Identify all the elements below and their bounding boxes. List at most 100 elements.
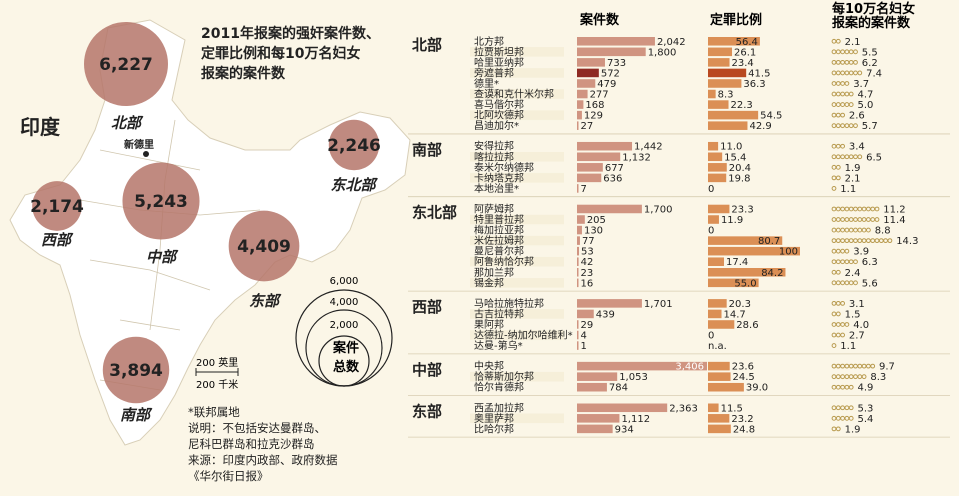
cases-bar-1-4 [577,184,579,193]
rate-label-4-0: 9.7 [879,362,895,373]
region-total-1: 2,246 [327,136,381,156]
conviction-bar-4-2 [708,382,744,392]
rate-icon-2-3-6 [857,238,863,244]
conviction-label-4-2: 39.0 [746,383,768,394]
rate-icon-2-7-4 [848,280,854,286]
rate-icon-4-1-7 [861,374,867,380]
rate-icon-0-1-2 [840,49,846,55]
rate-icon-3-4-0 [831,343,837,348]
cases-label-0-5: 277 [590,90,609,101]
conviction-bar-2-7 [708,278,759,288]
conviction-label-5-0: 11.5 [721,403,743,414]
rate-icon-2-6-1 [835,269,841,275]
rate-icon-0-3-5 [853,70,858,76]
region-total-5: 3,894 [109,361,163,381]
rate-icon-0-2-5 [853,59,858,65]
rate-icon-5-1-0 [831,415,837,421]
conviction-bar-0-1 [708,47,733,57]
conviction-label-0-0: 56.4 [736,37,758,48]
conviction-label-0-3: 41.5 [748,68,770,79]
region-name-5: 南部 [120,406,153,424]
rate-icon-1-4-0 [831,186,837,191]
capital-label: 新德里 [124,138,154,151]
row-bg-0-6 [470,99,564,110]
rate-icon-0-1-0 [831,49,837,55]
cases-label-3-3: 4 [581,331,587,342]
rate-icon-1-1-4 [848,154,854,160]
row-bg-4-1 [470,371,564,382]
row-bg-5-2 [470,424,564,434]
conviction-bar-5-1 [708,414,730,423]
rate-icon-2-3-5 [853,238,858,244]
rate-icon-3-2-2 [840,322,846,327]
rate-icon-0-3-1 [835,70,841,76]
state-name-0-7: 北阿坎德邦 [474,109,524,122]
conviction-bar-0-5 [708,89,716,99]
rate-icon-1-1-5 [853,154,858,160]
rate-icon-2-5-0 [831,259,837,265]
conviction-label-4-1: 24.5 [733,372,755,383]
rate-icon-0-3-4 [848,70,854,76]
rate-label-2-5: 6.3 [862,257,878,268]
state-name-0-1: 拉贾斯坦邦 [474,45,524,58]
state-name-5-2: 比哈尔邦 [474,422,514,435]
row-bg-0-2 [470,57,564,68]
state-name-1-2: 泰米尔纳德邦 [474,161,534,174]
row-bg-1-2 [470,162,564,173]
cases-label-4-0: 3,406 [675,362,704,373]
rate-icon-5-0-3 [844,405,850,411]
rate-icon-2-1-7 [861,217,867,222]
rate-icon-2-2-6 [857,227,863,233]
cases-label-2-4: 53 [581,247,594,258]
state-name-0-0: 北方邦 [474,35,504,48]
rate-label-3-1: 1.5 [845,309,861,320]
rate-icon-5-1-1 [835,415,841,421]
rate-icon-0-2-1 [835,59,841,65]
rate-icon-2-2-1 [835,227,841,233]
rate-icon-0-6-0 [831,102,837,107]
conviction-label-5-1: 23.2 [731,414,753,425]
row-bg-3-1 [470,309,564,319]
rate-icon-5-0-0 [831,405,837,411]
conviction-label-2-6: 84.2 [761,268,783,279]
rate-label-0-0: 2.1 [845,37,861,48]
cases-label-4-1: 1,053 [619,372,648,383]
cases-bar-0-2 [577,58,605,67]
rate-icon-0-3-6 [857,70,863,76]
rate-icon-2-1-9 [870,217,876,222]
conviction-label-3-3: 0 [708,331,714,342]
cases-label-2-2: 130 [584,226,603,237]
header-conviction: 定罪比例 [709,12,762,28]
cases-bar-1-2 [577,163,603,172]
rate-icon-4-0-9 [870,363,876,369]
rate-icon-2-0-10 [874,206,880,212]
rate-icon-2-0-0 [831,206,837,212]
region-total-0: 6,227 [99,55,153,75]
rate-label-0-4: 3.7 [853,79,869,90]
row-bg-3-4 [470,340,564,351]
title-line-3: 报案的案件数 [201,66,285,82]
state-name-0-3: 旁遮普邦 [474,66,514,79]
rate-icon-3-3-1 [835,332,841,338]
rate-icon-2-1-2 [840,217,846,222]
rate-icon-4-2-3 [844,384,850,390]
conviction-bar-5-0 [708,403,719,413]
rate-icon-0-6-4 [848,102,854,107]
rate-label-0-2: 6.2 [862,58,878,69]
state-table-chart: 案件数 定罪比例 每10万名妇女 报案的案件数 北方邦 2,042 56.4 2.1 拉… [408,1,950,438]
state-name-2-3: 米佐拉姆邦 [474,234,524,247]
rate-label-1-2: 1.9 [845,163,861,174]
conviction-label-0-7: 54.5 [760,111,782,122]
rate-icon-3-2-0 [831,322,837,327]
rate-icon-2-3-2 [840,238,846,244]
rate-icon-2-2-7 [861,227,867,233]
rate-icon-0-3-2 [840,70,846,76]
conviction-bar-4-0 [708,361,730,371]
conviction-label-0-5: 8.3 [718,90,734,101]
rate-icon-4-1-5 [853,374,858,380]
row-bg-1-3 [470,173,564,183]
rate-icon-0-1-1 [835,49,841,55]
rate-icon-1-1-2 [840,154,846,160]
cases-label-0-7: 129 [584,111,603,122]
india-map: 印度 6,227 北部 2,246 东北部 2,174 西部 5,243 中部 4,409 东部 3… [9,19,411,446]
